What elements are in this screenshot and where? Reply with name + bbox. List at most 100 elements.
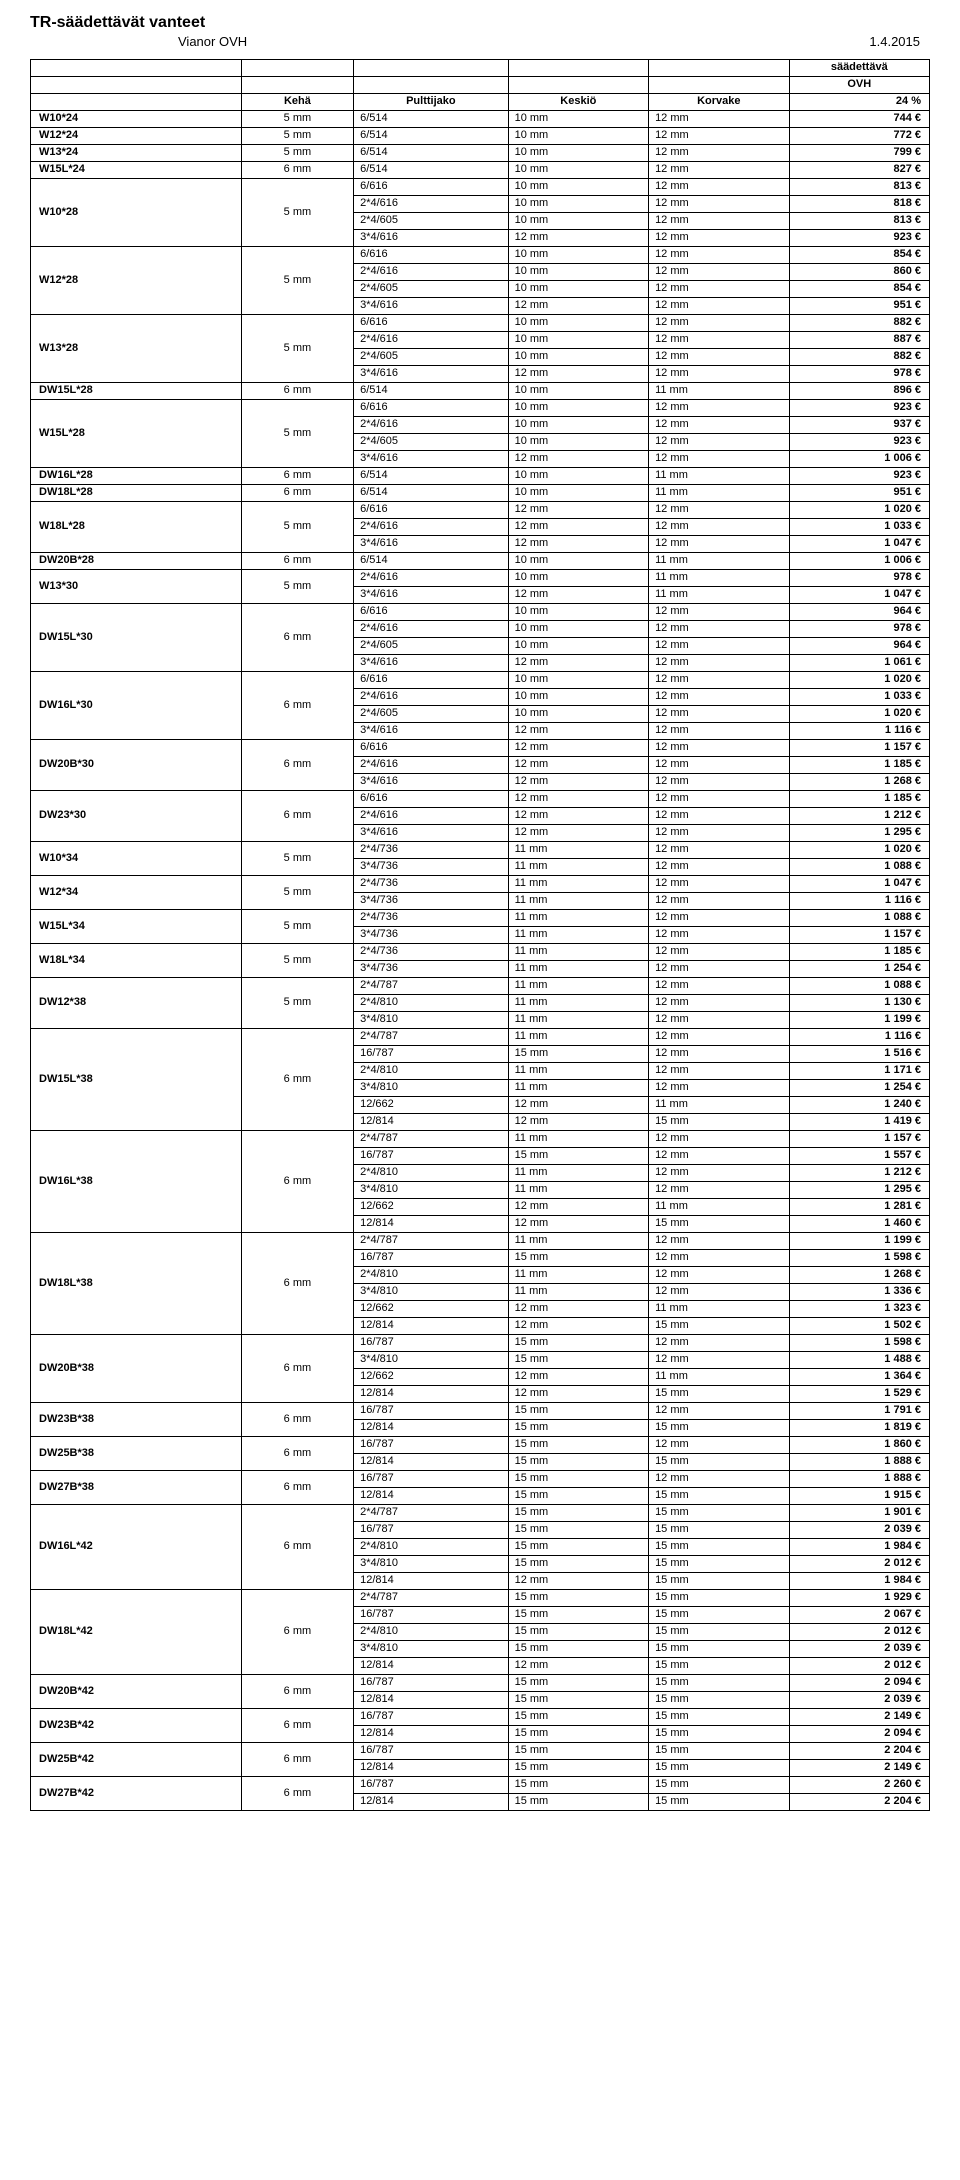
price-cell: 1 557 € xyxy=(789,1148,929,1165)
price-cell: 1 268 € xyxy=(789,774,929,791)
keha-cell: 6 mm xyxy=(241,1505,353,1590)
pult-cell: 12/814 xyxy=(354,1726,509,1743)
price-cell: 813 € xyxy=(789,179,929,196)
korv-cell: 12 mm xyxy=(649,128,789,145)
kesk-cell: 10 mm xyxy=(508,468,648,485)
model-cell: W15L*24 xyxy=(31,162,242,179)
kesk-cell: 10 mm xyxy=(508,179,648,196)
price-cell: 978 € xyxy=(789,366,929,383)
pult-cell: 2*4/787 xyxy=(354,1505,509,1522)
kesk-cell: 15 mm xyxy=(508,1760,648,1777)
price-cell: 1 199 € xyxy=(789,1233,929,1250)
price-cell: 1 502 € xyxy=(789,1318,929,1335)
model-cell: DW25B*42 xyxy=(31,1743,242,1777)
model-cell: DW18L*42 xyxy=(31,1590,242,1675)
price-cell: 1 212 € xyxy=(789,1165,929,1182)
kesk-cell: 10 mm xyxy=(508,434,648,451)
keha-cell: 5 mm xyxy=(241,111,353,128)
table-row: W13*245 mm6/51410 mm12 mm799 € xyxy=(31,145,930,162)
model-cell: W10*34 xyxy=(31,842,242,876)
price-cell: 1 088 € xyxy=(789,978,929,995)
price-cell: 1 254 € xyxy=(789,1080,929,1097)
korv-cell: 12 mm xyxy=(649,842,789,859)
kesk-cell: 10 mm xyxy=(508,485,648,502)
kesk-cell: 10 mm xyxy=(508,315,648,332)
pult-cell: 2*4/787 xyxy=(354,1233,509,1250)
keha-cell: 6 mm xyxy=(241,383,353,400)
price-cell: 951 € xyxy=(789,485,929,502)
pult-cell: 6/616 xyxy=(354,672,509,689)
price-cell: 1 984 € xyxy=(789,1539,929,1556)
kesk-cell: 11 mm xyxy=(508,1029,648,1046)
korv-cell: 12 mm xyxy=(649,723,789,740)
price-cell: 1 240 € xyxy=(789,1097,929,1114)
pult-cell: 12/814 xyxy=(354,1794,509,1811)
price-cell: 1 336 € xyxy=(789,1284,929,1301)
kesk-cell: 15 mm xyxy=(508,1148,648,1165)
korv-cell: 12 mm xyxy=(649,1046,789,1063)
korv-cell: 12 mm xyxy=(649,757,789,774)
kesk-cell: 12 mm xyxy=(508,1114,648,1131)
price-cell: 1 020 € xyxy=(789,672,929,689)
korv-cell: 11 mm xyxy=(649,485,789,502)
keha-cell: 6 mm xyxy=(241,740,353,791)
korv-cell: 12 mm xyxy=(649,1012,789,1029)
table-row: DW23B*386 mm16/78715 mm12 mm1 791 € xyxy=(31,1403,930,1420)
kesk-cell: 12 mm xyxy=(508,536,648,553)
model-cell: DW23*30 xyxy=(31,791,242,842)
korv-cell: 12 mm xyxy=(649,978,789,995)
korv-cell: 12 mm xyxy=(649,910,789,927)
korv-cell: 11 mm xyxy=(649,570,789,587)
kesk-cell: 15 mm xyxy=(508,1250,648,1267)
korv-cell: 15 mm xyxy=(649,1454,789,1471)
korv-cell: 12 mm xyxy=(649,655,789,672)
korv-cell: 12 mm xyxy=(649,264,789,281)
korv-cell: 15 mm xyxy=(649,1607,789,1624)
pult-cell: 2*4/605 xyxy=(354,213,509,230)
keha-cell: 5 mm xyxy=(241,400,353,468)
price-cell: 1 020 € xyxy=(789,502,929,519)
korv-cell: 15 mm xyxy=(649,1709,789,1726)
pult-cell: 3*4/616 xyxy=(354,230,509,247)
pult-cell: 6/514 xyxy=(354,383,509,400)
korv-cell: 12 mm xyxy=(649,1471,789,1488)
kesk-cell: 10 mm xyxy=(508,621,648,638)
korv-cell: 12 mm xyxy=(649,706,789,723)
table-row: W15L*345 mm2*4/73611 mm12 mm1 088 € xyxy=(31,910,930,927)
kesk-cell: 10 mm xyxy=(508,281,648,298)
pult-cell: 12/814 xyxy=(354,1454,509,1471)
korv-cell: 12 mm xyxy=(649,536,789,553)
kesk-cell: 11 mm xyxy=(508,876,648,893)
kesk-cell: 12 mm xyxy=(508,723,648,740)
table-row: W12*245 mm6/51410 mm12 mm772 € xyxy=(31,128,930,145)
pult-cell: 2*4/810 xyxy=(354,1624,509,1641)
pult-cell: 6/616 xyxy=(354,315,509,332)
pult-cell: 12/814 xyxy=(354,1420,509,1437)
kesk-cell: 10 mm xyxy=(508,264,648,281)
korv-cell: 12 mm xyxy=(649,995,789,1012)
keha-cell: 5 mm xyxy=(241,315,353,383)
pult-cell: 3*4/736 xyxy=(354,859,509,876)
kesk-cell: 12 mm xyxy=(508,808,648,825)
kesk-cell: 11 mm xyxy=(508,1284,648,1301)
korv-cell: 12 mm xyxy=(649,944,789,961)
korv-cell: 12 mm xyxy=(649,213,789,230)
keha-cell: 6 mm xyxy=(241,1675,353,1709)
pult-cell: 3*4/616 xyxy=(354,825,509,842)
kesk-cell: 12 mm xyxy=(508,519,648,536)
hdr-pult: Pulttijako xyxy=(354,94,509,111)
price-cell: 1 323 € xyxy=(789,1301,929,1318)
table-head: säädettävä OVH Kehä Pulttijako Keskiö Ko… xyxy=(31,60,930,111)
korv-cell: 12 mm xyxy=(649,893,789,910)
korv-cell: 12 mm xyxy=(649,332,789,349)
korv-cell: 12 mm xyxy=(649,1284,789,1301)
kesk-cell: 10 mm xyxy=(508,706,648,723)
table-row: DW25B*426 mm16/78715 mm15 mm2 204 € xyxy=(31,1743,930,1760)
price-cell: 1 033 € xyxy=(789,689,929,706)
kesk-cell: 11 mm xyxy=(508,1131,648,1148)
model-cell: W13*28 xyxy=(31,315,242,383)
keha-cell: 5 mm xyxy=(241,502,353,553)
model-cell: DW20B*42 xyxy=(31,1675,242,1709)
price-cell: 887 € xyxy=(789,332,929,349)
korv-cell: 12 mm xyxy=(649,1352,789,1369)
